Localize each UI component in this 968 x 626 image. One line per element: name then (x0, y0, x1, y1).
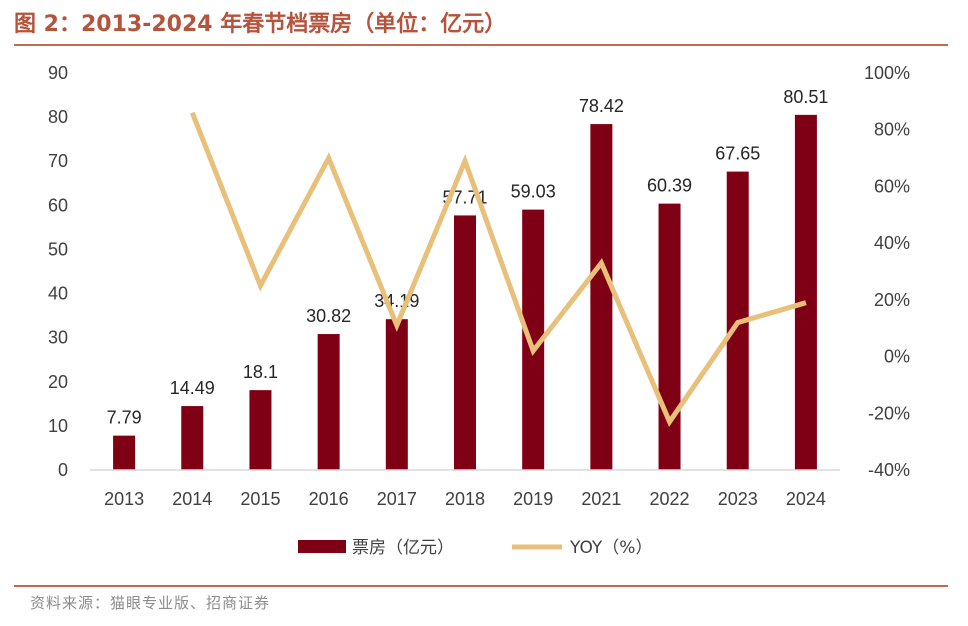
bar (794, 114, 817, 470)
left-tick-label: 70 (48, 151, 68, 171)
bar-data-label: 59.03 (511, 182, 556, 202)
bar-data-label: 14.49 (170, 378, 215, 398)
x-tick-label: 2018 (445, 489, 485, 509)
right-tick-label: 100% (864, 63, 910, 83)
x-tick-label: 2016 (309, 489, 349, 509)
right-tick-label: 40% (874, 233, 910, 253)
bar-data-label: 78.42 (579, 96, 624, 116)
x-axis-labels: 2013 2014 2015 2016 2017 2018 2019 2021 2022 2023… (104, 489, 826, 509)
bar (181, 406, 204, 470)
bar-data-label: 60.39 (647, 176, 692, 196)
source-note: 资料来源：猫眼专业版、招商证券 (30, 594, 271, 612)
bar (454, 215, 476, 470)
right-tick-label: 0% (884, 347, 910, 367)
bar (385, 319, 408, 470)
left-tick-label: 90 (48, 63, 68, 83)
left-axis: 0 10 20 30 40 50 60 70 80 90 (48, 63, 68, 480)
right-axis: -40% -20% 0% 20% 40% 60% 80% 100% (864, 63, 910, 480)
x-tick-label: 2023 (718, 489, 758, 509)
bar-data-label: 7.79 (107, 408, 142, 428)
bar-data-label: 67.65 (715, 144, 760, 164)
right-tick-label: 20% (874, 290, 910, 310)
bar-data-label: 34.19 (374, 291, 419, 311)
left-tick-label: 30 (48, 328, 68, 348)
x-tick-label: 2022 (650, 489, 690, 509)
bar-line-chart: 0 10 20 30 40 50 60 70 80 90 -40% -20% 0% 20% 40% 60% 8… (48, 63, 910, 558)
bar (317, 334, 340, 470)
left-tick-label: 0 (58, 460, 68, 480)
right-tick-label: 60% (874, 176, 910, 196)
left-tick-label: 60 (48, 195, 68, 215)
title-divider (14, 44, 948, 46)
bar (658, 203, 681, 470)
bar (590, 124, 613, 471)
left-tick-label: 20 (48, 372, 68, 392)
legend-line-label: YOY（%） (569, 538, 652, 558)
bar-series (113, 114, 817, 471)
chart-title: 图 2：2013-2024 年春节档票房（单位：亿元） (14, 12, 507, 37)
legend: 票房（亿元） YOY（%） (298, 538, 652, 558)
left-tick-label: 10 (48, 416, 68, 436)
right-tick-label: -40% (868, 460, 910, 480)
bar-data-label: 30.82 (306, 306, 351, 326)
right-tick-label: 80% (874, 120, 910, 140)
left-tick-label: 50 (48, 239, 68, 259)
bar-data-label: 80.51 (783, 87, 828, 107)
x-tick-label: 2013 (104, 489, 144, 509)
yoy-line (189, 111, 807, 427)
x-tick-label: 2019 (513, 489, 553, 509)
x-tick-label: 2014 (172, 489, 212, 509)
x-tick-label: 2017 (377, 489, 417, 509)
right-tick-label: -20% (868, 403, 910, 423)
bar-data-label: 18.1 (243, 362, 278, 382)
bar (522, 209, 545, 470)
legend-bar-label: 票房（亿元） (352, 538, 454, 558)
left-tick-label: 40 (48, 284, 68, 304)
footer-divider (14, 585, 948, 587)
x-tick-label: 2024 (786, 489, 826, 509)
bar (249, 390, 272, 470)
bar (113, 435, 136, 470)
left-tick-label: 80 (48, 107, 68, 127)
x-tick-label: 2015 (240, 489, 280, 509)
legend-bar-swatch (298, 540, 346, 553)
x-tick-label: 2021 (581, 489, 621, 509)
